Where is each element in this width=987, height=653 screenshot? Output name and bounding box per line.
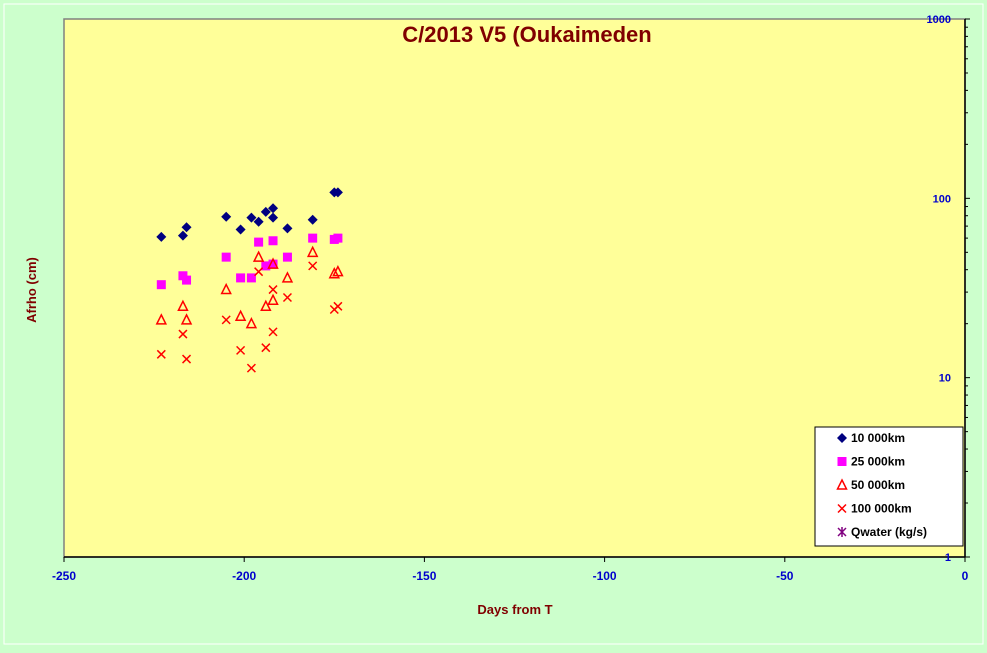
data-point-square (246, 273, 256, 283)
data-point-square (268, 259, 278, 269)
data-point-square (333, 233, 343, 243)
data-point-square (156, 280, 166, 290)
data-point-x (282, 292, 292, 303)
data-point-triangle (306, 245, 319, 258)
data-point-x (254, 267, 264, 277)
chart-frame (3, 3, 984, 645)
tick-marks (63, 18, 970, 562)
data-point-triangle (328, 267, 341, 279)
legend-marker (837, 433, 847, 443)
legend-label: 25 000km (851, 455, 905, 469)
data-point-triangle (332, 264, 344, 277)
data-point-triangle (177, 299, 189, 312)
data-point-diamond (221, 211, 232, 222)
x-tick-label: -250 (52, 569, 76, 583)
data-point-triangle (252, 250, 265, 262)
data-point-triangle (281, 271, 294, 283)
legend-marker (837, 457, 847, 466)
legend-marker (836, 478, 848, 490)
y-tick-label: 100 (933, 193, 951, 205)
data-point-x (156, 349, 166, 359)
data-markers (155, 187, 344, 373)
data-point-x (308, 261, 318, 271)
data-point-x (333, 301, 343, 311)
data-point-x (236, 345, 246, 355)
x-tick-label: -200 (232, 569, 256, 583)
data-point-triangle (267, 293, 279, 306)
legend-label: 50 000km (851, 478, 905, 492)
data-point-square (308, 233, 318, 243)
data-point-diamond (235, 224, 246, 235)
data-point-triangle (220, 282, 232, 295)
data-point-x (178, 329, 188, 339)
data-point-diamond (177, 230, 188, 241)
data-point-square (282, 252, 292, 262)
data-point-triangle (260, 299, 272, 312)
data-point-diamond (253, 216, 264, 227)
y-tick-label: 1 (945, 552, 951, 564)
legend-label: 100 000km (851, 502, 912, 516)
data-point-square (261, 261, 271, 271)
legend: 10 000km 25 000km 50 000km 100 000km Qwater … (814, 426, 964, 547)
data-point-x (221, 315, 231, 325)
data-point-diamond (260, 206, 271, 217)
x-tick-label: -50 (776, 569, 794, 583)
legend-marker (837, 503, 847, 514)
y-tick-labels: 1 10 100 1000 (927, 14, 951, 564)
x-tick-label: -150 (412, 569, 436, 583)
data-point-square (254, 237, 264, 247)
data-point-square (268, 236, 278, 246)
legend-label: Qwater (kg/s) (851, 525, 927, 539)
data-point-diamond (268, 212, 279, 223)
legend-box (814, 426, 964, 547)
y-tick-label: 1000 (927, 14, 951, 26)
chart-title: C/2013 V5 (Oukaimeden (402, 22, 651, 47)
data-point-triangle (267, 257, 279, 269)
data-point-triangle (155, 313, 168, 325)
x-axis-title: Days from T (477, 602, 552, 617)
y-axis-title: Afrho (cm) (24, 257, 39, 323)
data-point-triangle (234, 309, 247, 322)
data-point-diamond (181, 222, 192, 233)
legend-marker (837, 527, 847, 537)
data-point-diamond (268, 203, 279, 214)
data-point-x (246, 363, 256, 373)
data-point-square (236, 273, 246, 283)
data-point-diamond (156, 231, 167, 242)
data-point-diamond (246, 212, 257, 223)
legend-label: 10 000km (851, 431, 905, 445)
y-tick-label: 10 (939, 373, 951, 385)
x-tick-label: 0 (962, 569, 969, 583)
data-point-x (268, 327, 278, 337)
data-point-x (261, 343, 271, 353)
data-point-x (182, 354, 192, 364)
data-point-triangle (180, 313, 193, 325)
data-point-square (221, 252, 231, 262)
x-tick-labels: -250 -200 -150 -100 -50 0 (52, 569, 969, 583)
data-point-square (182, 275, 192, 285)
data-point-diamond (332, 187, 343, 198)
data-point-diamond (282, 223, 293, 234)
data-point-x (268, 285, 278, 295)
data-point-diamond (307, 214, 318, 225)
x-tick-label: -100 (593, 569, 617, 583)
data-point-triangle (245, 317, 258, 329)
